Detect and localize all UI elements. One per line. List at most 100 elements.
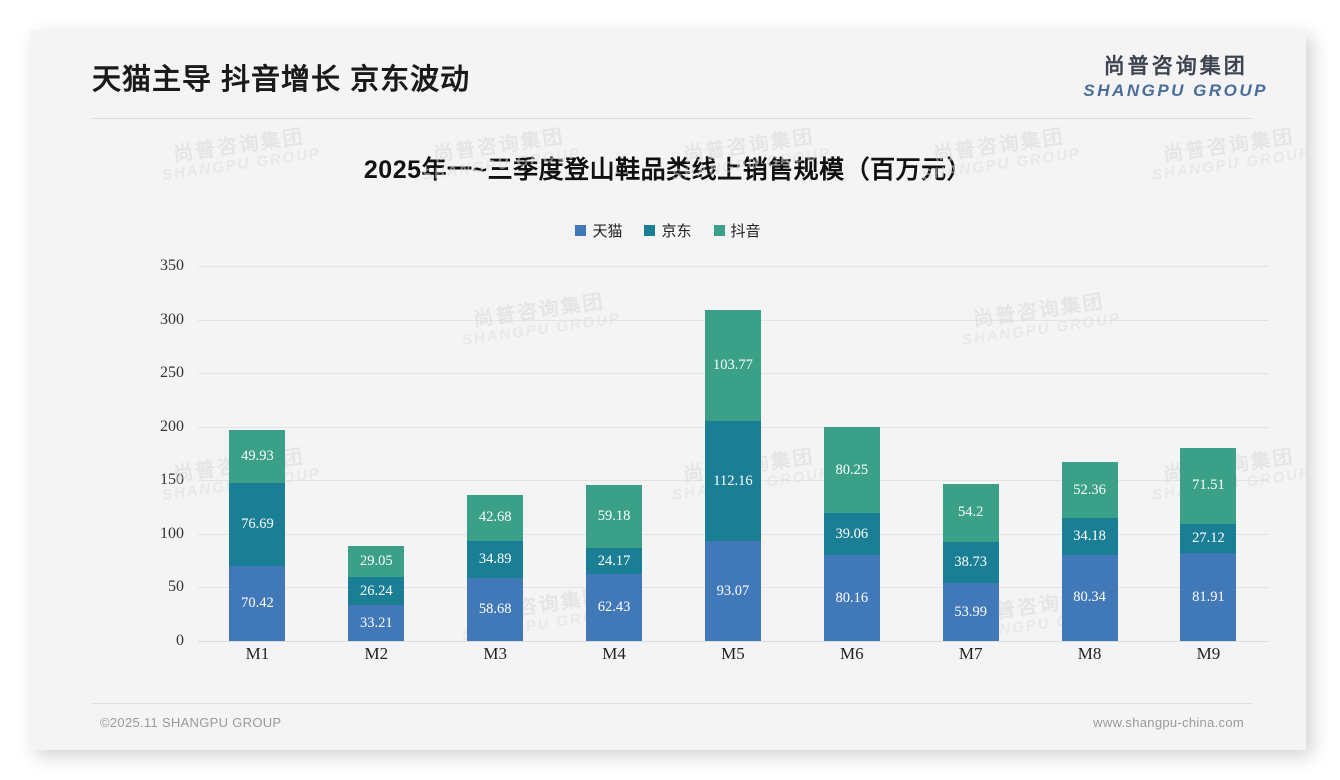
bar-group-M1[interactable]: 49.93 76.69 70.42	[229, 429, 286, 641]
bar-segment-天猫[interactable]: 80.16	[823, 555, 880, 641]
bar-segment-抖音[interactable]: 103.77	[704, 309, 761, 422]
legend-swatch-icon	[713, 225, 725, 236]
bar-segment-抖音[interactable]: 49.93	[229, 429, 286, 484]
bar-value-label: 80.16	[835, 589, 869, 606]
bar-value-label: 112.16	[713, 472, 753, 489]
bar-segment-抖音[interactable]: 42.68	[467, 495, 524, 541]
bar-segment-天猫[interactable]: 62.43	[586, 574, 643, 641]
bar-group-M9[interactable]: 71.51 27.12 81.91	[1180, 447, 1237, 641]
bar-segment-抖音[interactable]: 80.25	[823, 427, 880, 514]
y-axis-tick-label: 350	[160, 257, 184, 274]
bar-group-M3[interactable]: 42.68 34.89 58.68	[467, 495, 524, 641]
x-axis-tick-label: M3	[483, 644, 507, 663]
legend-item-抖音[interactable]: 抖音	[713, 220, 761, 241]
bar-segment-抖音[interactable]: 71.51	[1180, 447, 1237, 525]
x-axis-tick-label: M1	[245, 644, 270, 663]
bar-value-label: 38.73	[954, 553, 987, 570]
bar-value-label: 80.34	[1073, 589, 1106, 606]
bar-segment-京东[interactable]: 26.24	[348, 577, 405, 606]
y-axis: 350 300 250 200 150 100 50 0	[130, 257, 192, 649]
bar-group-M6[interactable]: 80.25 39.06 80.16	[823, 427, 880, 641]
chart-legend: 天猫 京东 抖音	[30, 220, 1306, 241]
y-axis-tick-label: 0	[176, 632, 184, 649]
y-axis-tick-label: 150	[160, 471, 184, 489]
bar-segment-天猫[interactable]: 80.34	[1061, 554, 1118, 641]
bar-segment-京东[interactable]: 112.16	[704, 421, 761, 542]
chart-area: 天猫 京东 抖音 350 300 250 200 150 100 50 0 49.93 76.69 7…	[30, 220, 1306, 720]
bar-group-M2[interactable]: 29.05 26.24 33.21	[348, 546, 405, 641]
bar-segment-抖音[interactable]: 29.05	[348, 546, 405, 578]
bar-value-label: 53.99	[954, 603, 987, 620]
x-axis-baseline	[198, 641, 1268, 642]
legend-label: 抖音	[730, 223, 761, 240]
y-axis-tick-label: 200	[160, 417, 184, 435]
footer-website[interactable]: www.shangpu-china.com	[1093, 715, 1244, 730]
plot-wrap: 350 300 250 200 150 100 50 0 49.93 76.69 70.42 29.…	[30, 257, 1306, 686]
bar-value-label: 80.25	[835, 461, 869, 478]
bar-value-label: 26.24	[360, 582, 393, 599]
footer-divider	[92, 703, 1252, 704]
bar-segment-京东[interactable]: 27.12	[1180, 524, 1237, 554]
x-axis-tick-label: M2	[364, 644, 389, 663]
bar-segment-天猫[interactable]: 33.21	[348, 605, 405, 641]
bar-segment-京东[interactable]: 76.69	[229, 483, 286, 566]
x-axis-tick-label: M4	[602, 644, 626, 663]
y-axis-tick-label: 300	[160, 310, 184, 328]
bar-value-label: 34.18	[1073, 528, 1106, 545]
bar-segment-京东[interactable]: 24.17	[586, 548, 643, 575]
legend-label: 天猫	[592, 223, 623, 240]
brand-logo-en: SHANGPU GROUP	[1083, 81, 1268, 100]
bar-segment-天猫[interactable]: 58.68	[467, 578, 524, 641]
bar-segment-天猫[interactable]: 53.99	[942, 583, 999, 641]
page-title: 天猫主导 抖音增长 京东波动	[92, 64, 471, 96]
legend-item-天猫[interactable]: 天猫	[575, 220, 622, 241]
bar-value-label: 54.2	[958, 504, 984, 521]
bar-group-M5[interactable]: 103.77 112.16 93.07	[704, 309, 761, 641]
bar-value-label: 58.68	[478, 601, 512, 618]
bar-value-label: 29.05	[360, 553, 393, 570]
bar-series-container: 49.93 76.69 70.42 29.05 26.24 33.21 42.68 34.89…	[198, 266, 1268, 641]
bar-value-label: 81.91	[1192, 588, 1225, 605]
bar-value-label: 27.12	[1192, 530, 1225, 547]
bar-value-label: 59.18	[597, 508, 631, 525]
bar-value-label: 24.17	[597, 552, 631, 569]
bar-group-M4[interactable]: 59.18 24.17 62.43	[586, 484, 643, 641]
bar-segment-抖音[interactable]: 52.36	[1061, 462, 1118, 519]
header-divider	[92, 118, 1252, 119]
bar-segment-京东[interactable]: 38.73	[942, 541, 999, 584]
x-axis-tick-label: M9	[1196, 644, 1221, 663]
x-axis-tick-label: M7	[958, 644, 983, 663]
bar-value-label: 76.69	[241, 515, 274, 532]
bar-segment-京东[interactable]: 34.89	[467, 540, 524, 579]
bar-group-M8[interactable]: 52.36 34.18 80.34	[1061, 462, 1118, 641]
bar-value-label: 70.42	[241, 594, 274, 611]
brand-logo-cn: 尚普咨询集团	[1103, 55, 1248, 78]
bar-value-label: 39.06	[835, 525, 869, 542]
slide-card: 天猫主导 抖音增长 京东波动 尚普咨询集团 SHANGPU GROUP 2025…	[30, 30, 1306, 750]
gridline	[198, 266, 1268, 267]
slide-header: 天猫主导 抖音增长 京东波动 尚普咨询集团 SHANGPU GROUP	[30, 30, 1306, 118]
bar-segment-抖音[interactable]: 59.18	[586, 484, 643, 549]
x-axis-tick-label: M5	[721, 644, 745, 663]
brand-logo: 尚普咨询集团 SHANGPU GROUP	[1083, 56, 1268, 99]
y-axis-tick-label: 50	[168, 578, 184, 596]
y-axis-tick-label: 100	[160, 524, 184, 542]
bar-segment-京东[interactable]: 39.06	[823, 513, 880, 556]
bar-value-label: 42.68	[478, 509, 512, 526]
bar-segment-京东[interactable]: 34.18	[1061, 518, 1118, 555]
bar-value-label: 52.36	[1073, 481, 1106, 498]
bar-segment-天猫[interactable]: 93.07	[704, 541, 761, 641]
bar-value-label: 71.51	[1192, 477, 1225, 494]
bar-segment-抖音[interactable]: 54.2	[942, 483, 999, 542]
legend-label: 京东	[661, 223, 692, 240]
legend-swatch-icon	[575, 225, 587, 236]
bar-group-M7[interactable]: 54.2 38.73 53.99	[942, 483, 999, 641]
y-axis-tick-label: 250	[160, 364, 184, 382]
bar-segment-天猫[interactable]: 70.42	[229, 565, 286, 641]
bar-value-label: 33.21	[360, 614, 393, 631]
bar-value-label: 34.89	[478, 550, 512, 567]
bar-value-label: 62.43	[597, 599, 631, 616]
legend-item-京东[interactable]: 京东	[644, 220, 692, 241]
bar-segment-天猫[interactable]: 81.91	[1180, 553, 1237, 641]
bar-value-label: 93.07	[716, 582, 750, 599]
